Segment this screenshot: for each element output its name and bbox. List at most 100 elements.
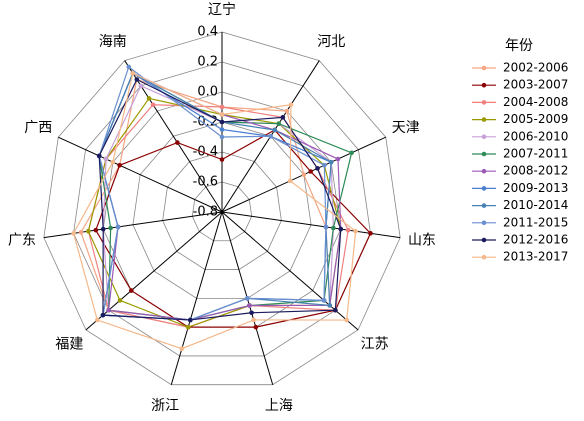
point [368, 231, 373, 236]
point [219, 127, 225, 132]
r-tick-label: -0.6 [193, 175, 218, 190]
point [335, 156, 341, 162]
category-label: 福建 [55, 336, 83, 352]
legend-marker [481, 65, 487, 71]
category-label: 辽宁 [208, 1, 236, 18]
category-label: 江苏 [361, 336, 389, 352]
point [185, 324, 191, 330]
category-label: 广东 [8, 233, 36, 249]
point [349, 150, 354, 156]
spoke [221, 211, 401, 239]
r-tick-label: -0.4 [193, 145, 218, 160]
legend-marker [481, 134, 487, 140]
point [353, 228, 358, 234]
point [331, 225, 336, 231]
category-label: 广西 [24, 120, 52, 136]
point [272, 127, 278, 133]
point [219, 119, 225, 125]
point [71, 231, 76, 236]
legend-label: 2012-2016 [503, 233, 568, 247]
point [188, 317, 193, 323]
legend-marker [481, 237, 487, 243]
series-line [72, 72, 357, 350]
point [288, 102, 294, 108]
point [322, 162, 327, 168]
category-label: 山东 [408, 233, 436, 249]
category-label: 海南 [99, 34, 127, 50]
spoke [170, 211, 223, 385]
legend-label: 2010-2014 [503, 198, 568, 212]
point [327, 303, 332, 308]
point [110, 159, 116, 165]
category-label: 河北 [317, 34, 345, 50]
point [126, 64, 132, 70]
legend-marker [481, 203, 487, 208]
point [333, 307, 338, 313]
r-tick-label: 0.4 [197, 25, 218, 40]
spoke [58, 136, 223, 213]
r-tick-label: -0.2 [193, 115, 218, 130]
point [100, 226, 106, 232]
legend-label: 2006-2010 [503, 129, 568, 143]
legend-title: 年份 [505, 38, 533, 54]
point [284, 108, 290, 114]
point [245, 296, 250, 301]
legend-label: 2002-2006 [503, 61, 568, 75]
grid-ring [162, 151, 282, 270]
category-label: 天津 [392, 120, 420, 136]
point [130, 70, 136, 76]
point [108, 225, 113, 231]
legend-label: 2009-2013 [503, 181, 568, 195]
legend-marker [481, 82, 487, 88]
point [103, 156, 109, 162]
grid-ring [43, 31, 401, 386]
point [338, 226, 344, 232]
series-line [98, 72, 332, 321]
legend-marker [481, 168, 487, 174]
point [247, 303, 252, 308]
point [219, 157, 225, 162]
point [268, 133, 273, 139]
series-line [98, 65, 327, 321]
legend-marker [481, 151, 487, 157]
point [95, 317, 100, 323]
point [345, 227, 351, 233]
point [280, 115, 286, 120]
legend-label: 2011-2015 [503, 215, 568, 229]
point [129, 288, 134, 293]
series-line [95, 129, 372, 328]
point [328, 159, 334, 165]
legend-label: 2008-2012 [503, 164, 568, 178]
point [100, 312, 106, 318]
legend-label: 2013-2017 [503, 250, 568, 264]
series-line [98, 72, 332, 321]
point [219, 134, 225, 140]
legend-marker [481, 186, 487, 191]
category-label: 浙江 [151, 398, 179, 414]
point [96, 153, 102, 159]
spoke [43, 211, 223, 239]
point [138, 83, 144, 89]
legend-marker [481, 220, 487, 226]
point [86, 228, 91, 234]
point [219, 112, 225, 117]
point [78, 229, 84, 235]
legend-label: 2007-2011 [503, 147, 568, 161]
r-tick-label: 0.2 [197, 55, 218, 70]
r-tick-label: -0.8 [193, 205, 218, 220]
legend-marker [481, 254, 487, 260]
point [287, 178, 293, 184]
category-label: 上海 [265, 398, 293, 414]
point [115, 224, 121, 230]
point [179, 346, 185, 352]
point [253, 324, 259, 330]
grid-ring [73, 61, 371, 357]
point [251, 317, 256, 323]
point [249, 310, 254, 316]
point [106, 307, 111, 313]
point [117, 162, 122, 168]
legend-label: 2004-2008 [503, 95, 568, 109]
point [321, 298, 327, 303]
